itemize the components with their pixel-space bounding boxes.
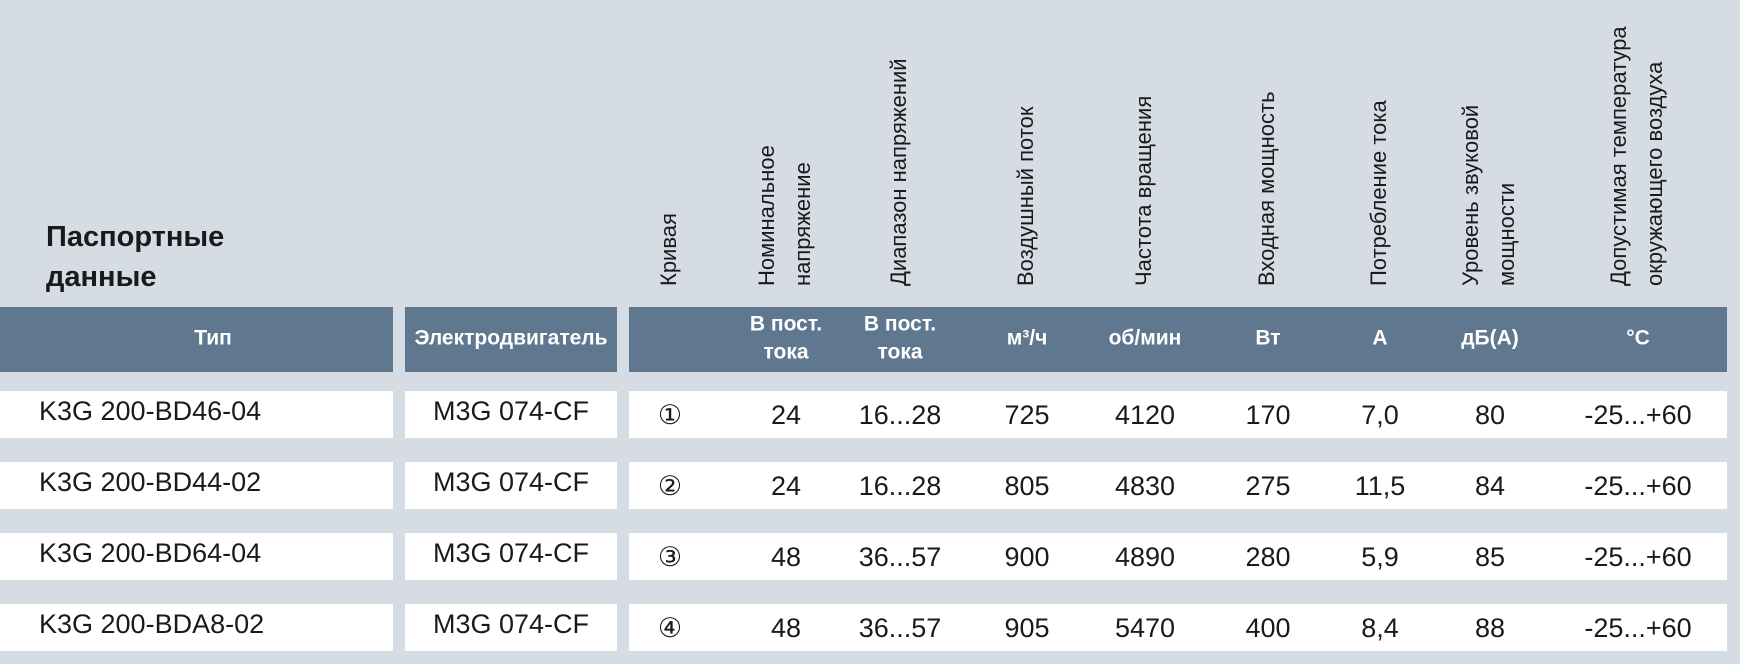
cell: 88 xyxy=(1475,613,1505,643)
cell: ② xyxy=(658,471,682,501)
unit-label: об/мин xyxy=(1109,327,1182,350)
unit-label: Электродвигатель xyxy=(414,327,607,350)
unit-label: м³/ч xyxy=(1007,327,1048,350)
unit-label: тока xyxy=(763,341,808,364)
cell: ① xyxy=(658,400,682,430)
column-header: окружающего воздуха xyxy=(1642,61,1667,286)
column-header: Воздушный поток xyxy=(1013,106,1038,286)
cell: 900 xyxy=(1004,542,1049,572)
cell: 16...28 xyxy=(859,400,942,430)
cell: 725 xyxy=(1004,400,1049,430)
unit-bar xyxy=(0,307,393,372)
column-header: Частота вращения xyxy=(1131,96,1156,286)
cell: -25...+60 xyxy=(1584,613,1691,643)
row-bg xyxy=(405,604,617,651)
column-header: Диапазон напряжений xyxy=(886,58,911,286)
cell: 5,9 xyxy=(1361,542,1399,572)
cell: 805 xyxy=(1004,471,1049,501)
column-header: Уровень звуковой xyxy=(1458,105,1483,286)
unit-label: В пост. xyxy=(750,313,822,336)
cell: 36...57 xyxy=(859,542,942,572)
cell: 8,4 xyxy=(1361,613,1399,643)
cell: M3G 074-CF xyxy=(433,609,589,639)
cell: M3G 074-CF xyxy=(433,467,589,497)
row-bg xyxy=(0,462,393,509)
row-bg xyxy=(629,462,1727,509)
unit-label: Вт xyxy=(1255,327,1280,350)
title-line: данные xyxy=(46,261,156,293)
unit-label: дБ(А) xyxy=(1461,327,1519,350)
unit-bar xyxy=(405,307,617,372)
column-header: Кривая xyxy=(656,213,681,286)
cell: 905 xyxy=(1004,613,1049,643)
unit-label: °C xyxy=(1626,327,1650,350)
cell: -25...+60 xyxy=(1584,400,1691,430)
cell: M3G 074-CF xyxy=(433,538,589,568)
cell: 36...57 xyxy=(859,613,942,643)
cell: 400 xyxy=(1245,613,1290,643)
row-bg xyxy=(0,604,393,651)
row-bg xyxy=(0,391,393,438)
cell: 85 xyxy=(1475,542,1505,572)
column-header: мощности xyxy=(1494,183,1519,286)
cell: 48 xyxy=(771,542,801,572)
cell: 275 xyxy=(1245,471,1290,501)
column-header: Входная мощность xyxy=(1254,91,1279,286)
cell: -25...+60 xyxy=(1584,471,1691,501)
cell: 84 xyxy=(1475,471,1505,501)
column-header: напряжение xyxy=(790,162,815,286)
row-bg xyxy=(405,462,617,509)
cell: ④ xyxy=(658,613,682,643)
cell: 7,0 xyxy=(1361,400,1399,430)
cell: K3G 200-BD46-04 xyxy=(39,396,261,426)
cell: ③ xyxy=(658,542,682,572)
row-bg xyxy=(405,533,617,580)
row-bg xyxy=(0,533,393,580)
row-bg xyxy=(405,391,617,438)
cell: 16...28 xyxy=(859,471,942,501)
cell: 280 xyxy=(1245,542,1290,572)
cell: 4890 xyxy=(1115,542,1175,572)
row-bg xyxy=(629,533,1727,580)
column-header: Номинальное xyxy=(754,145,779,286)
cell: 4120 xyxy=(1115,400,1175,430)
unit-label: В пост. xyxy=(864,313,936,336)
cell: 80 xyxy=(1475,400,1505,430)
cell: 4830 xyxy=(1115,471,1175,501)
cell: -25...+60 xyxy=(1584,542,1691,572)
unit-label: тока xyxy=(877,341,922,364)
cell: M3G 074-CF xyxy=(433,396,589,426)
unit-bar xyxy=(629,307,1727,372)
cell: 48 xyxy=(771,613,801,643)
unit-label: Тип xyxy=(194,327,232,350)
row-bg xyxy=(629,391,1727,438)
cell: 5470 xyxy=(1115,613,1175,643)
cell: K3G 200-BD44-02 xyxy=(39,467,261,497)
cell: 24 xyxy=(771,400,801,430)
cell: 24 xyxy=(771,471,801,501)
column-header: Потребление тока xyxy=(1366,99,1391,286)
cell: 11,5 xyxy=(1355,471,1406,501)
column-header: Допустимая температура xyxy=(1606,26,1631,286)
title-line: Паспортные xyxy=(46,221,224,253)
unit-label: A xyxy=(1372,327,1387,350)
row-bg xyxy=(629,604,1727,651)
cell: 170 xyxy=(1245,400,1290,430)
cell: K3G 200-BDA8-02 xyxy=(39,609,264,639)
cell: K3G 200-BD64-04 xyxy=(39,538,261,568)
